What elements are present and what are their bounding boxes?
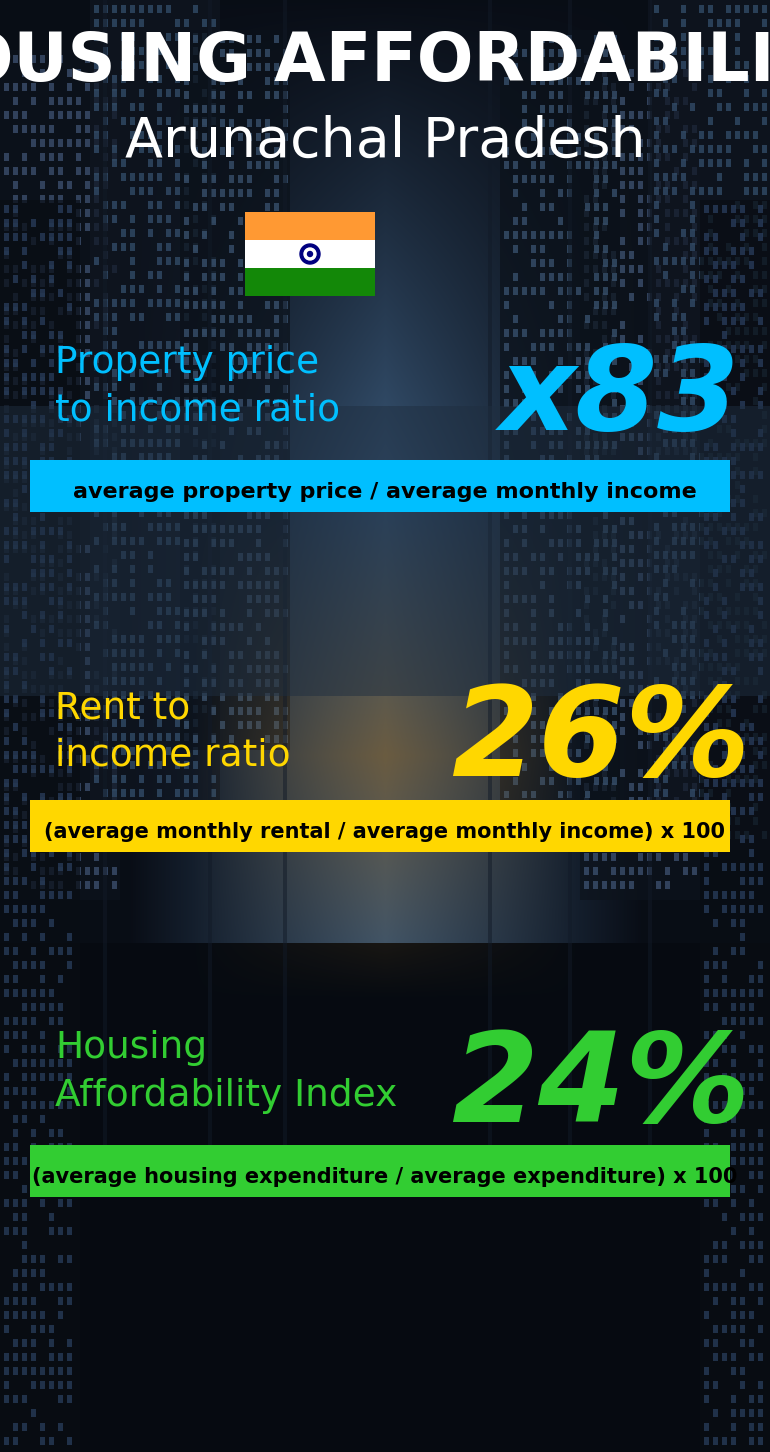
Text: x83: x83 (500, 340, 740, 454)
Circle shape (300, 244, 320, 264)
Text: Property price
to income ratio: Property price to income ratio (55, 346, 340, 428)
FancyBboxPatch shape (245, 240, 375, 269)
Circle shape (304, 248, 316, 260)
Text: 24%: 24% (450, 1027, 750, 1147)
FancyBboxPatch shape (30, 1146, 730, 1196)
Circle shape (307, 251, 313, 257)
FancyBboxPatch shape (245, 212, 375, 240)
Text: Arunachal Pradesh: Arunachal Pradesh (125, 115, 645, 168)
FancyBboxPatch shape (30, 460, 730, 513)
FancyBboxPatch shape (30, 800, 730, 852)
Text: 26%: 26% (450, 681, 750, 803)
FancyBboxPatch shape (245, 269, 375, 296)
Text: average property price / average monthly income: average property price / average monthly… (73, 482, 697, 502)
Text: (average housing expenditure / average expenditure) x 100: (average housing expenditure / average e… (32, 1167, 738, 1186)
Text: HOUSING AFFORDABILITY: HOUSING AFFORDABILITY (0, 29, 770, 94)
Text: (average monthly rental / average monthly income) x 100: (average monthly rental / average monthl… (45, 822, 725, 842)
Text: Housing
Affordability Index: Housing Affordability Index (55, 1031, 397, 1114)
Text: Rent to
income ratio: Rent to income ratio (55, 690, 290, 774)
